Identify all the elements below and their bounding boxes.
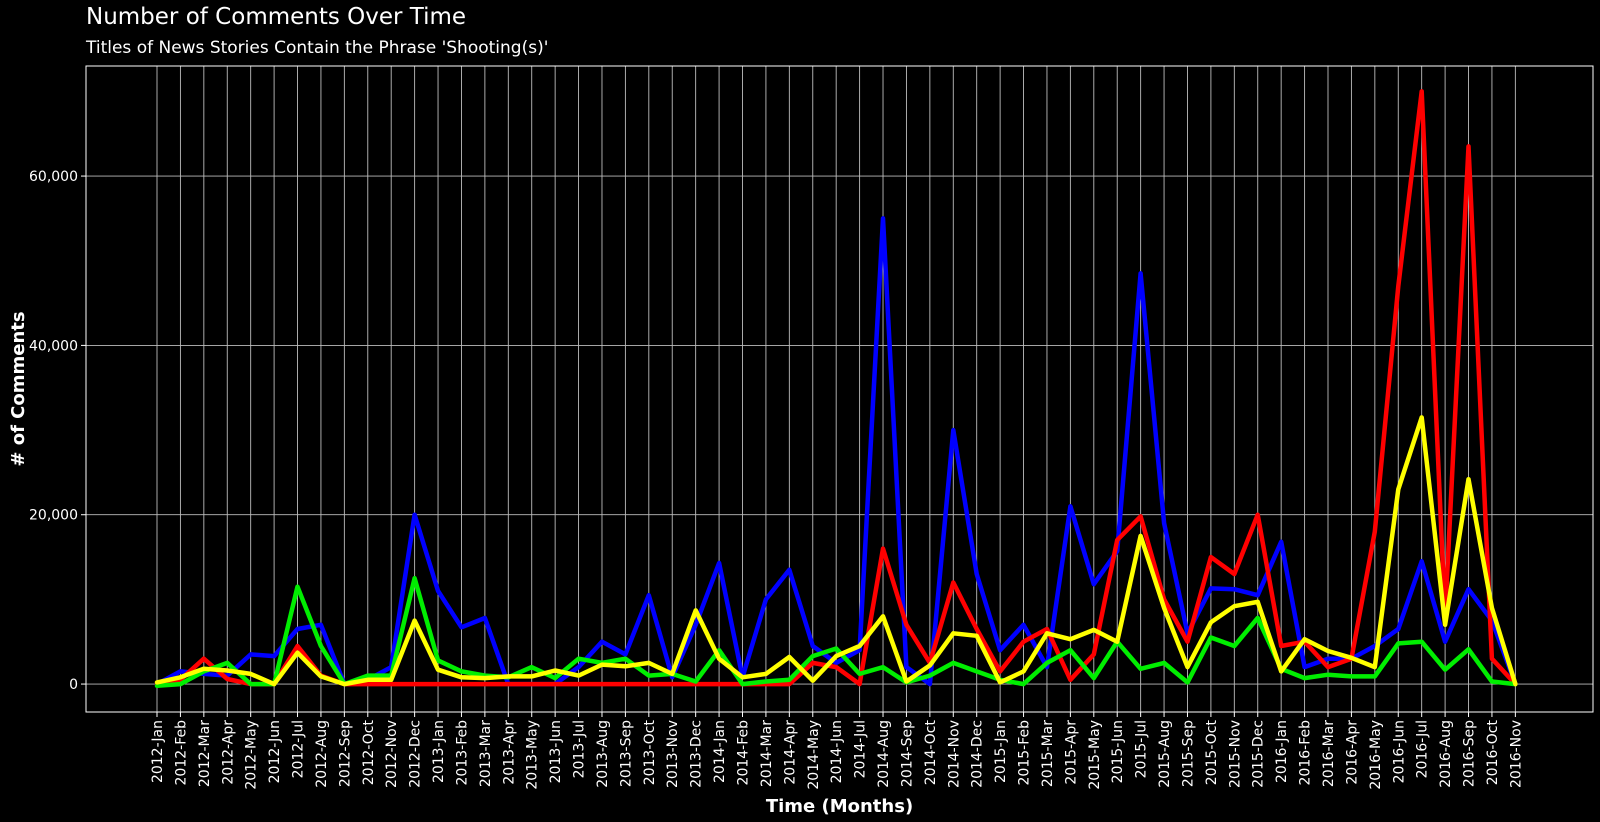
x-tick-label: 2014-Mar	[759, 720, 775, 787]
grid-lines	[86, 66, 1593, 712]
x-tick-label: 2014-Apr	[782, 720, 798, 785]
x-tick-label: 2016-Jan	[1274, 720, 1290, 783]
x-tick-label: 2015-Sep	[1180, 720, 1196, 787]
series-line-2	[154, 89, 1518, 687]
x-tick-label: 2016-May	[1368, 720, 1384, 790]
x-tick-label: 2014-May	[806, 720, 822, 790]
x-tick-label: 2015-Aug	[1157, 720, 1173, 788]
x-tick-label: 2013-Oct	[642, 719, 658, 785]
x-tick-label: 2015-Jul	[1134, 720, 1150, 778]
x-tick-label: 2016-Oct	[1485, 719, 1501, 785]
x-tick-label: 2014-Nov	[946, 720, 962, 788]
x-tick-label: 2012-Aug	[314, 720, 330, 788]
x-tick-label: 2012-Jun	[267, 720, 283, 783]
x-tick-label: 2013-Feb	[454, 720, 470, 786]
x-tick-label: 2016-Jul	[1415, 720, 1431, 778]
x-tick-label: 2016-Sep	[1462, 720, 1478, 787]
x-tick-label: 2013-Jun	[548, 720, 564, 783]
x-tick-label: 2012-Feb	[173, 720, 189, 786]
x-tick-label: 2014-Aug	[876, 720, 892, 788]
x-tick-label: 2013-Nov	[665, 720, 681, 788]
x-tick-label: 2015-Apr	[1063, 720, 1079, 785]
x-tick-label: 2015-Feb	[1017, 720, 1033, 786]
y-tick-label: 20,000	[29, 508, 78, 524]
y-tick-label: 0	[69, 677, 78, 693]
x-tick-label: 2016-Apr	[1344, 720, 1360, 785]
series-line-4	[154, 415, 1518, 687]
y-axis-title: # of Comments	[8, 311, 29, 466]
x-tick-label: 2013-Mar	[478, 720, 494, 787]
x-tick-label: 2013-Jul	[572, 720, 588, 778]
x-tick-label: 2015-Oct	[1204, 719, 1220, 785]
x-tick-label: 2016-Feb	[1298, 720, 1314, 786]
x-tick-label: 2016-Mar	[1321, 720, 1337, 787]
y-tick-label: 60,000	[29, 169, 78, 185]
x-tick-label: 2014-Jul	[853, 720, 869, 778]
x-tick-label: 2013-Apr	[501, 720, 517, 785]
x-tick-label: 2014-Feb	[736, 720, 752, 786]
x-tick-label: 2014-Dec	[970, 720, 986, 788]
x-tick-label: 2015-Dec	[1251, 720, 1267, 788]
axes	[81, 65, 1594, 717]
x-tick-label: 2015-Jun	[1110, 720, 1126, 783]
x-tick-label: 2016-Jun	[1391, 720, 1407, 783]
x-tick-label: 2014-Oct	[923, 719, 939, 785]
x-tick-label: 2012-Sep	[337, 720, 353, 787]
chart-subtitle: Titles of News Stories Contain the Phras…	[86, 38, 549, 58]
plot-panel-border	[85, 65, 1594, 713]
x-tick-label: 2014-Jun	[829, 720, 845, 783]
x-tick-label: 2012-Jan	[150, 720, 166, 783]
axis-labels: 2012-Jan 2012-Feb 2012-Mar 2012-Apr 2012-May…	[8, 169, 1524, 817]
x-tick-label: 2013-Jan	[431, 720, 447, 783]
x-tick-label: 2013-Aug	[595, 720, 611, 788]
x-tick-label: 2015-Jan	[993, 720, 1009, 783]
x-tick-label: 2015-Mar	[1040, 720, 1056, 787]
chart-title: Number of Comments Over Time	[86, 4, 467, 30]
x-tick-label: 2016-Nov	[1508, 720, 1524, 788]
x-tick-label: 2012-Nov	[384, 720, 400, 788]
x-tick-label: 2012-May	[244, 720, 260, 790]
series-line-3	[154, 575, 1518, 689]
series-line-1	[154, 216, 1518, 687]
y-tick-label: 40,000	[29, 338, 78, 354]
x-tick-label: 2012-Jul	[291, 720, 307, 778]
series-lines	[154, 89, 1518, 689]
x-tick-label: 2014-Jan	[712, 720, 728, 783]
x-tick-label: 2013-Dec	[689, 720, 705, 788]
x-tick-label: 2015-May	[1087, 720, 1103, 790]
x-axis-title: Time (Months)	[766, 796, 913, 817]
x-tick-label: 2012-Mar	[197, 720, 213, 787]
x-tick-label: 2012-Apr	[220, 720, 236, 785]
x-tick-label: 2013-Sep	[618, 720, 634, 787]
x-tick-label: 2012-Dec	[408, 720, 424, 788]
x-tick-label: 2016-Aug	[1438, 720, 1454, 788]
x-tick-label: 2013-May	[525, 720, 541, 790]
x-tick-label: 2015-Nov	[1227, 720, 1243, 788]
x-tick-label: 2014-Sep	[899, 720, 915, 787]
x-tick-label: 2012-Oct	[361, 719, 377, 785]
